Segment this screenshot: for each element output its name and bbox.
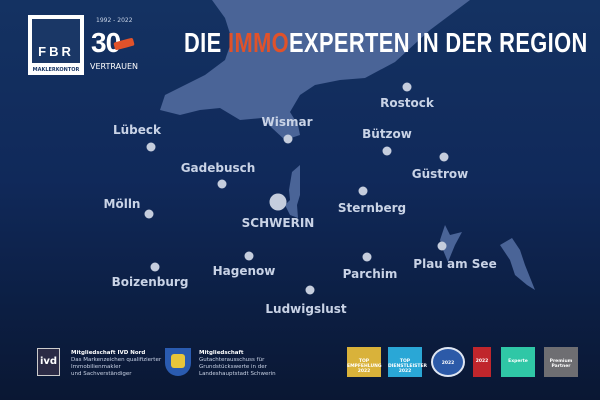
city-label: Bützow — [362, 127, 412, 141]
city-label: Gadebusch — [180, 161, 256, 175]
award-badge: Premium Partner — [544, 347, 578, 377]
city-label: Lübeck — [112, 123, 162, 137]
headline-part2: EXPERTEN IN DER REGION — [289, 27, 588, 58]
ivd-logo: ivd — [37, 348, 60, 376]
city-dot — [382, 146, 392, 156]
headline: DIE IMMOEXPERTEN IN DER REGION — [184, 27, 588, 59]
city-dot — [150, 262, 160, 272]
ivd-line: und Sachverständiger — [71, 371, 132, 377]
city-dot — [283, 134, 293, 144]
baltic-sea — [160, 0, 470, 140]
city-label: Boizenburg — [111, 275, 189, 289]
mueritz-lake — [500, 238, 535, 290]
schwerin-line: Grundstückswerte in der — [199, 364, 267, 370]
ivd-line: Immobilienmakler — [71, 364, 121, 370]
ivd-membership-text: Mitgliedschaft IVD Nord Das Markenzeiche… — [71, 350, 161, 378]
city-dot — [217, 179, 227, 189]
city-dot — [358, 186, 368, 196]
schwerin-line: Gutachterausschuss für — [199, 357, 265, 363]
award-badge: Experte — [501, 347, 535, 377]
schwerin-membership-text: Mitgliedschaft Gutachterausschuss für Gr… — [199, 350, 276, 378]
city-label: Sternberg — [337, 201, 407, 215]
award-badge: 2022 — [431, 347, 465, 377]
city-dot — [305, 285, 315, 295]
city-dot — [269, 193, 287, 211]
city-dot — [244, 251, 254, 261]
headline-part1: DIE — [184, 27, 229, 58]
fbr-logo: FBR MAKLERKONTOR — [28, 15, 84, 75]
city-label: Plau am See — [413, 257, 497, 271]
city-label: Parchim — [342, 267, 398, 281]
city-dot — [144, 209, 154, 219]
schwerin-line: Landeshauptstadt Schwerin — [199, 371, 276, 377]
city-dot — [362, 252, 372, 262]
schwerin-title: Mitgliedschaft — [199, 350, 244, 356]
ivd-title: Mitgliedschaft IVD Nord — [71, 350, 146, 356]
years-range: 1992 - 2022 — [96, 17, 133, 24]
schwerin-crest-icon — [165, 348, 191, 376]
plau-lake — [440, 225, 462, 262]
headline-highlight: IMMO — [228, 27, 290, 58]
city-label: Hagenow — [212, 264, 276, 278]
award-badge: TOP EMPFEHLUNG 2022 — [347, 347, 382, 377]
city-label: Mölln — [103, 197, 141, 211]
city-label: Güstrow — [411, 167, 469, 181]
city-label: SCHWERIN — [241, 216, 315, 230]
city-dot — [439, 152, 449, 162]
logo-letters: FBR — [38, 44, 74, 59]
schwerin-lake — [285, 165, 300, 218]
ivd-line: Das Markenzeichen qualifizierter — [71, 357, 162, 363]
logo-subtitle: MAKLERKONTOR — [32, 67, 80, 73]
city-dot — [402, 82, 412, 92]
city-dot — [437, 241, 447, 251]
city-label: Wismar — [261, 115, 313, 129]
city-dot — [146, 142, 156, 152]
city-label: Rostock — [380, 96, 434, 110]
city-label: Ludwigslust — [265, 302, 347, 316]
award-badge: 2022 — [473, 347, 491, 377]
anniversary-tagline: VERTRAUEN — [90, 62, 138, 71]
award-badge: TOP DIENSTLEISTER 2022 — [388, 347, 427, 377]
